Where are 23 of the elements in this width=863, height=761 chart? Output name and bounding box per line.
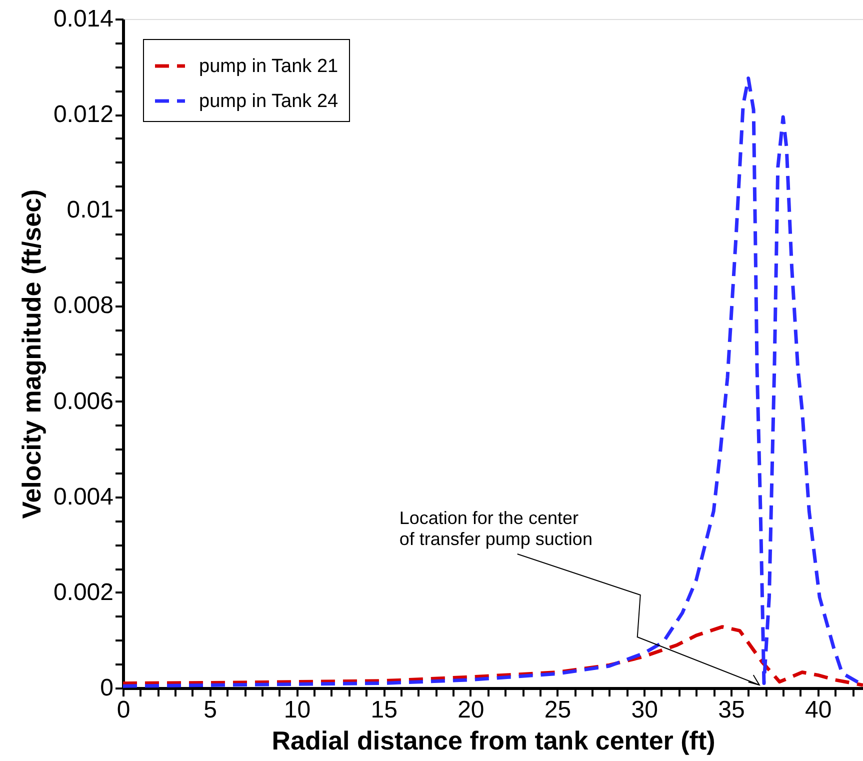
- y-tick-label: 0.014: [53, 6, 114, 32]
- y-tick-label: 0.004: [53, 483, 114, 510]
- legend-label: pump in Tank 21: [199, 56, 338, 77]
- x-tick-label: 20: [458, 696, 484, 724]
- x-tick-label: 30: [631, 696, 658, 724]
- y-tick-label: 0.012: [53, 101, 114, 128]
- x-tick-label: 5: [204, 696, 218, 724]
- x-tick-label: 25: [544, 696, 572, 724]
- x-tick-label: 15: [370, 696, 398, 724]
- x-tick-label: 10: [284, 696, 311, 724]
- legend-label: pump in Tank 24: [199, 91, 339, 112]
- y-tick-label: 0.008: [53, 292, 114, 320]
- line-series: [123, 625, 863, 687]
- x-axis-title: Radial distance from tank center (ft): [272, 726, 716, 756]
- x-tick-label: 40: [804, 696, 832, 724]
- y-tick-label: 0: [100, 674, 114, 702]
- x-tick-label: 0: [116, 696, 130, 724]
- y-tick-label: 0.002: [53, 578, 114, 606]
- x-tick-label: 35: [718, 696, 745, 724]
- y-tick-label: 0.006: [53, 388, 114, 415]
- y-tick-label: 0.01: [66, 196, 114, 224]
- y-axis-title: Velocity magnitude (ft/sec): [16, 189, 46, 519]
- annotation: Location for the center of transfer pump suction: [399, 508, 592, 549]
